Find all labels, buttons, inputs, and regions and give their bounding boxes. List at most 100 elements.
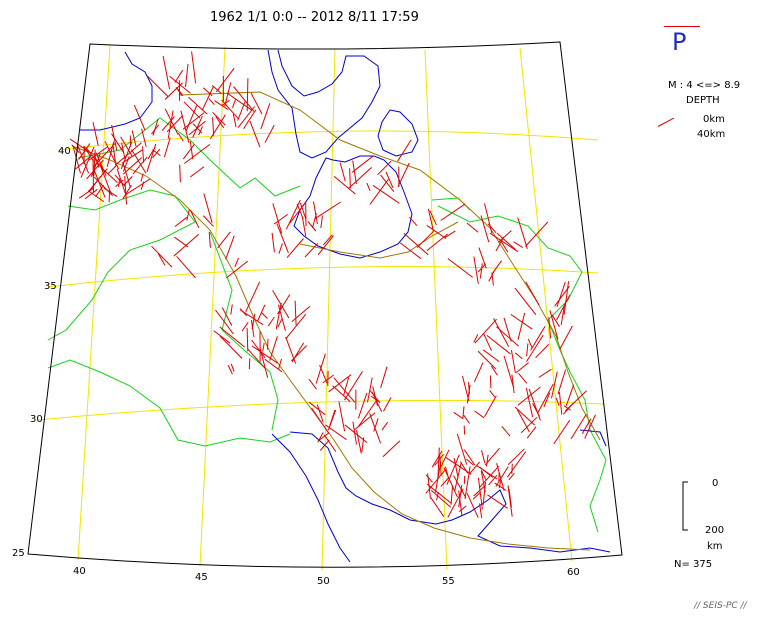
event-stroke	[208, 98, 215, 106]
event-stroke	[496, 326, 519, 347]
lon-label-40: 40	[73, 566, 86, 577]
event-stroke	[570, 413, 587, 440]
event-stroke	[488, 270, 495, 282]
event-stroke	[116, 142, 142, 165]
event-stroke	[479, 503, 483, 519]
event-stroke	[343, 371, 363, 401]
country-borders	[47, 117, 607, 533]
event-stroke	[308, 378, 317, 390]
event-stroke	[456, 433, 468, 465]
event-stroke	[221, 99, 230, 106]
event-stroke	[256, 304, 266, 322]
event-stroke	[215, 116, 225, 129]
event-stroke	[426, 483, 452, 504]
event-stroke	[493, 260, 503, 273]
event-stroke	[483, 333, 492, 351]
event-stroke	[241, 321, 249, 332]
event-stroke	[488, 474, 498, 486]
event-stroke	[174, 216, 188, 227]
event-stroke	[357, 392, 368, 419]
event-stroke	[436, 491, 439, 501]
lon-label-45: 45	[195, 572, 208, 583]
event-stroke	[100, 167, 112, 195]
event-stroke	[425, 468, 447, 494]
event-stroke	[403, 232, 429, 256]
event-stroke	[249, 120, 261, 148]
event-stroke	[517, 312, 526, 341]
event-stroke	[453, 458, 459, 479]
event-stroke	[296, 203, 304, 220]
event-stroke	[508, 472, 515, 481]
event-stroke	[230, 363, 235, 372]
event-stroke	[151, 245, 173, 268]
event-stroke	[317, 235, 334, 256]
event-stroke	[528, 388, 541, 421]
event-stroke	[466, 458, 474, 466]
event-stroke	[480, 215, 490, 243]
event-stroke	[198, 126, 203, 136]
event-stroke	[189, 166, 205, 178]
event-stroke	[289, 202, 306, 224]
event-stroke	[285, 336, 297, 364]
event-stroke	[490, 365, 498, 376]
event-stroke	[219, 326, 246, 348]
lon-label-55: 55	[442, 576, 455, 587]
event-stroke	[543, 392, 551, 408]
event-stroke	[473, 362, 484, 383]
depth-title: DEPTH	[686, 95, 720, 106]
event-stroke	[367, 377, 373, 403]
event-stroke	[328, 374, 352, 393]
event-stroke	[264, 124, 275, 143]
event-stroke	[185, 105, 198, 132]
graticule	[37, 44, 606, 571]
event-stroke	[122, 162, 131, 188]
event-stroke	[202, 87, 213, 97]
event-stroke	[203, 193, 213, 223]
event-stroke	[304, 242, 319, 258]
event-stroke	[409, 216, 418, 227]
event-stroke	[439, 454, 442, 476]
event-stroke	[366, 182, 371, 191]
event-stroke	[468, 461, 480, 475]
event-stroke	[559, 325, 573, 350]
event-stroke	[377, 160, 392, 176]
event-stroke	[356, 429, 362, 454]
event-stroke	[477, 263, 487, 273]
event-stroke	[174, 69, 184, 83]
event-stroke	[535, 344, 550, 359]
event-stroke	[317, 432, 330, 442]
event-stroke	[343, 377, 350, 396]
event-stroke	[277, 304, 286, 331]
scale-top-label: 0	[712, 478, 719, 489]
event-stroke	[459, 505, 467, 513]
event-stroke	[250, 320, 255, 338]
event-stroke	[426, 224, 447, 239]
event-stroke	[447, 488, 464, 518]
event-stroke	[584, 414, 596, 439]
event-stroke	[501, 425, 511, 437]
event-stroke	[162, 55, 171, 90]
event-stroke	[208, 231, 211, 248]
event-stroke	[92, 122, 99, 146]
event-stroke	[372, 386, 378, 406]
event-stroke	[518, 372, 528, 384]
event-stroke	[503, 355, 515, 389]
event-stroke	[351, 155, 374, 173]
event-stroke	[185, 63, 189, 88]
event-stroke	[560, 304, 565, 325]
event-stroke	[191, 51, 197, 84]
event-stroke	[104, 141, 120, 170]
event-stroke	[90, 153, 101, 177]
earthquake-events	[69, 51, 596, 519]
event-stroke	[506, 451, 527, 478]
event-stroke	[233, 86, 255, 112]
event-stroke	[473, 256, 479, 284]
event-stroke	[440, 449, 450, 468]
event-stroke	[482, 349, 500, 363]
event-stroke	[146, 75, 169, 98]
event-stroke	[167, 110, 174, 139]
event-stroke	[416, 229, 435, 249]
map-frame	[27, 41, 623, 568]
event-stroke	[530, 325, 546, 351]
depth-min-label: 0km	[703, 114, 725, 125]
